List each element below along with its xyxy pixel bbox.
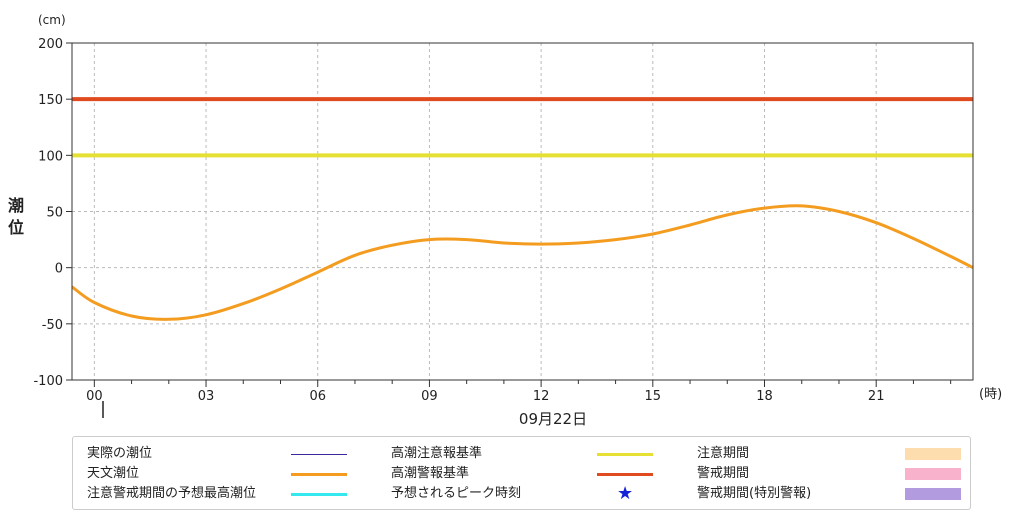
tide-series [71,204,974,321]
star-icon: ★ [617,483,634,504]
legend-period-swatch [905,488,961,500]
astronomical-tide-line [71,204,974,321]
legend-label: 予想されるピーク時刻 [391,486,522,501]
y-tick-label: -50 [42,318,63,333]
x-tick-label: 09 [421,389,438,404]
y-tick-label: 150 [38,93,63,108]
legend-label: 天文潮位 [87,466,140,481]
tide-chart: (cm) 潮 位 200 150 100 50 0 -50 -100 00 03 06 09 12 1… [8,13,1002,428]
legend-label: 注意期間 [697,446,750,461]
legend-label: 警戒期間 [697,466,750,481]
x-tick-label: 18 [756,389,773,404]
y-axis: 200 150 100 50 0 -50 -100 [33,37,72,389]
x-tick-label: 03 [198,389,215,404]
y-tick-label: 0 [55,262,63,277]
legend-label: 注意警戒期間の予想最高潮位 [87,486,257,501]
y-tick-label: -100 [33,374,63,389]
legend-label: 高潮注意報基準 [391,446,483,461]
date-label: 09月22日 [519,410,587,428]
legend-line-swatch [291,493,347,496]
y-axis-label: 潮 位 [8,196,30,237]
y-unit-label: (cm) [38,13,66,27]
y-tick-label: 50 [46,206,63,221]
x-tick-label: 00 [86,389,103,404]
legend-line-swatch [291,454,347,455]
legend-line-swatch [597,473,653,476]
legend-period-swatch [905,448,961,460]
legend-line-swatch [597,453,653,456]
legend-label: 実際の潮位 [87,446,153,461]
x-tick-label: 21 [868,389,885,404]
legend: 実際の潮位天文潮位注意警戒期間の予想最高潮位 高潮注意報基準 高潮警報基準予想される… [72,436,971,510]
x-tick-label: 06 [309,389,326,404]
x-tick-label: 12 [533,389,550,404]
legend-label: 警戒期間(特別警報) [697,486,812,501]
y-tick-label: 100 [38,149,63,164]
x-tick-label: 15 [645,389,662,404]
y-tick-label: 200 [38,37,63,52]
reference-lines [72,97,973,158]
legend-label: 高潮警報基準 [391,466,470,481]
legend-line-swatch [291,473,347,476]
x-unit-label: (時) [979,387,1002,402]
x-axis: 00 03 06 09 12 15 18 21 [86,380,952,404]
legend-period-swatch [905,468,961,480]
